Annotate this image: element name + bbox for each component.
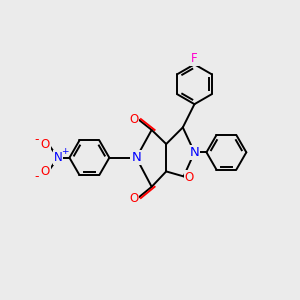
Text: F: F (191, 52, 198, 65)
Text: -: - (34, 170, 38, 183)
Text: N: N (190, 146, 199, 159)
Text: O: O (185, 171, 194, 184)
Text: O: O (41, 138, 50, 151)
Text: +: + (61, 147, 68, 156)
Text: N: N (53, 151, 62, 164)
Text: -: - (34, 133, 38, 146)
Text: O: O (41, 164, 50, 178)
Text: N: N (131, 151, 141, 164)
Text: O: O (129, 191, 138, 205)
Text: O: O (129, 112, 138, 126)
